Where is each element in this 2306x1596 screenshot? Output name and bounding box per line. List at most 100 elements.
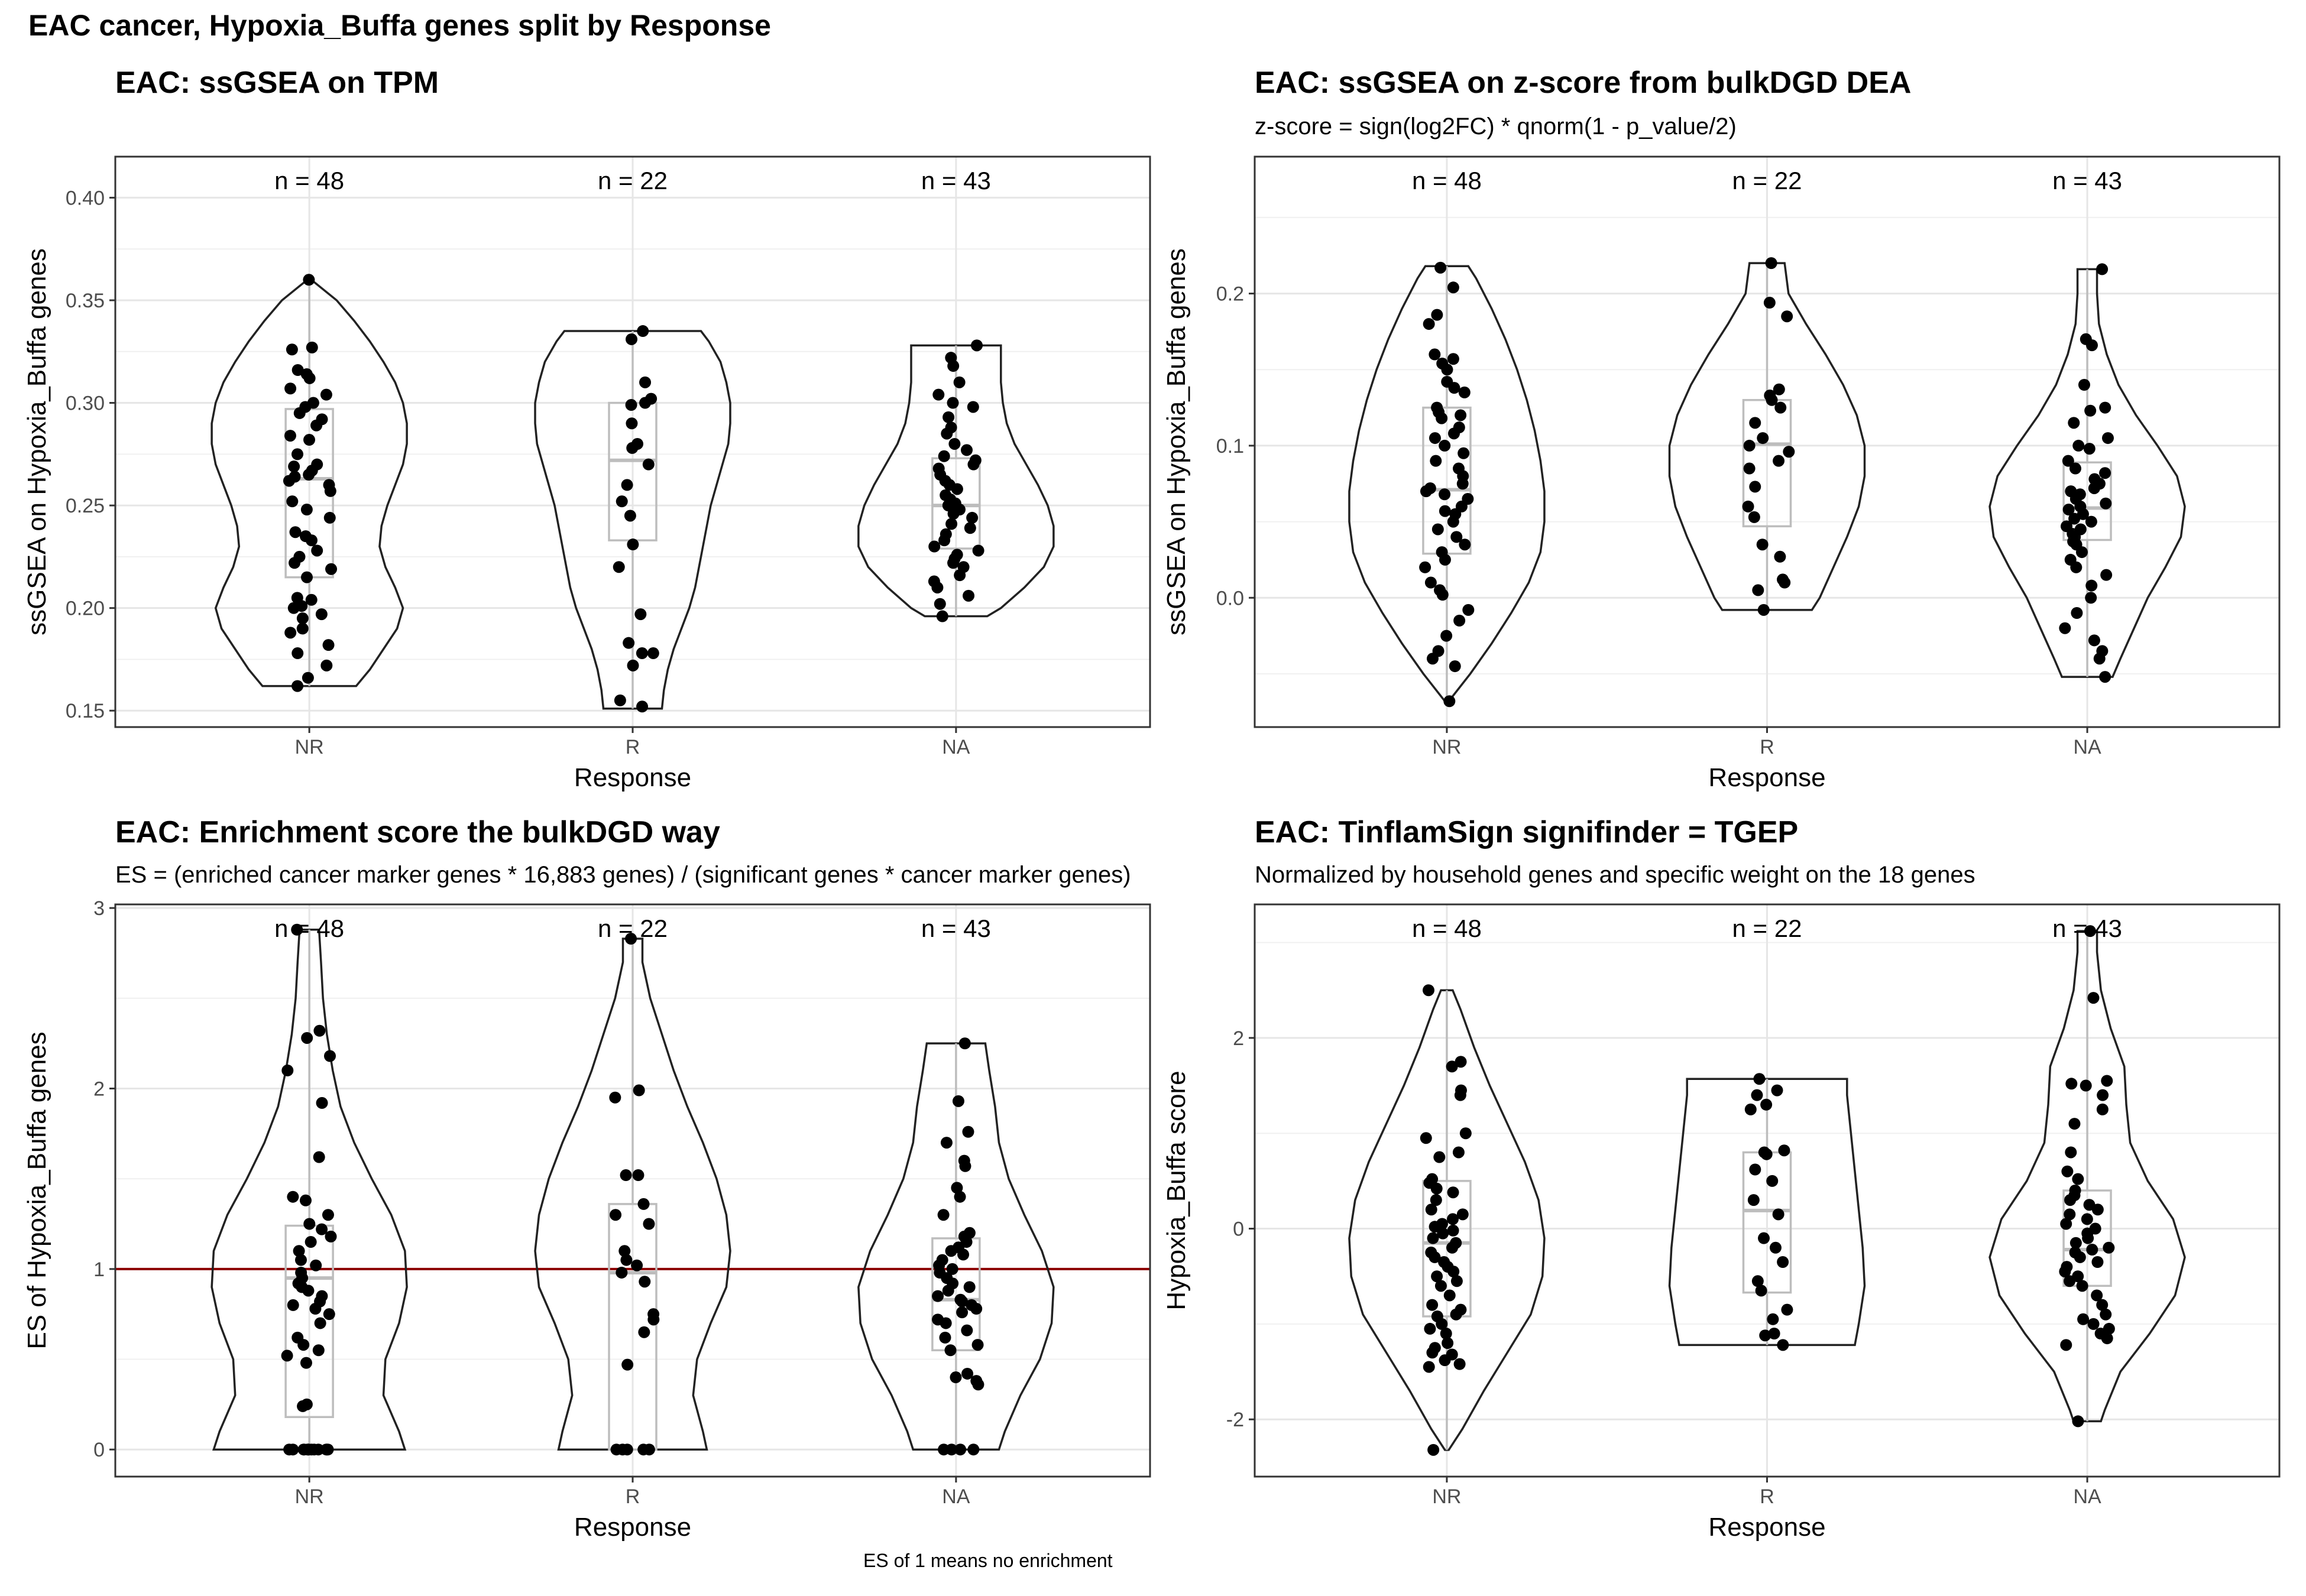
data-point — [311, 544, 323, 557]
data-point — [618, 1245, 631, 1257]
data-point — [957, 1248, 970, 1261]
data-point — [2069, 462, 2081, 475]
data-point — [639, 397, 652, 409]
violin-R — [1668, 262, 1866, 611]
x-tick-label: R — [1760, 736, 1774, 758]
data-point — [302, 1284, 315, 1297]
data-point — [320, 659, 333, 672]
data-point — [1742, 500, 1754, 512]
data-point — [313, 1024, 326, 1037]
data-point — [1447, 1266, 1460, 1278]
data-point — [642, 458, 655, 471]
violin-NR — [1348, 265, 1546, 702]
data-point — [2084, 925, 2096, 938]
data-point — [971, 1339, 984, 1351]
data-point — [1429, 348, 1441, 361]
data-point — [620, 1169, 632, 1182]
data-point — [1427, 1232, 1439, 1244]
data-point — [1434, 261, 1447, 274]
data-point — [643, 1218, 655, 1230]
data-point — [305, 593, 318, 606]
data-point — [305, 534, 318, 547]
data-point — [945, 1443, 958, 1456]
data-point — [2064, 1275, 2076, 1287]
data-point — [2091, 1204, 2104, 1216]
data-point — [1783, 446, 1795, 458]
y-tick-label: 0.1 — [1216, 435, 1244, 458]
data-point — [1439, 553, 1451, 566]
data-point — [320, 1443, 332, 1456]
panel-title-1: EAC: ssGSEA on TPM — [115, 66, 439, 100]
data-point — [1450, 1275, 1463, 1287]
data-point — [322, 639, 335, 651]
data-point — [627, 659, 639, 672]
data-point — [2085, 592, 2097, 604]
data-point — [293, 1245, 305, 1257]
chart-panel-1: 0.15 0.20 0.25 0.30 0.35 0.40 NR R NA Response ssG… — [22, 155, 1151, 792]
data-point — [284, 627, 297, 639]
data-point — [610, 1443, 623, 1456]
data-point — [1749, 481, 1761, 493]
violin-NA — [1988, 930, 2186, 1423]
data-point — [941, 427, 953, 440]
data-point — [1430, 455, 1442, 467]
data-point — [2074, 1251, 2086, 1263]
data-point — [291, 923, 303, 936]
data-point — [2097, 1089, 2109, 1101]
data-point — [1760, 1098, 1773, 1111]
data-point — [1440, 630, 1453, 642]
data-point — [306, 341, 318, 353]
data-point — [637, 325, 649, 338]
data-point — [938, 534, 951, 547]
data-point — [954, 1443, 967, 1456]
n-label: n = 43 — [2052, 167, 2122, 194]
data-point — [966, 511, 979, 524]
data-point — [2099, 401, 2111, 414]
data-point — [950, 1371, 962, 1384]
data-point — [956, 1306, 969, 1319]
data-point — [2100, 1308, 2112, 1321]
data-point — [2068, 417, 2080, 429]
data-point — [284, 430, 296, 442]
data-point — [1781, 310, 1793, 323]
box-NR — [1422, 1180, 1472, 1318]
data-point — [1454, 1089, 1466, 1101]
data-point — [322, 1209, 334, 1221]
y-tick-label: 2 — [93, 1078, 105, 1100]
data-point — [2065, 1078, 2078, 1090]
data-point — [303, 1218, 316, 1230]
data-point — [1441, 364, 1453, 376]
y-axis-title: ssGSEA on Hypoxia_Buffa genes — [1162, 248, 1191, 635]
x-tick-label: NR — [295, 1485, 324, 1508]
data-point — [1743, 462, 1756, 475]
x-axis-title: Response — [1708, 1513, 1825, 1542]
data-point — [2100, 569, 2113, 581]
data-point — [2093, 653, 2106, 665]
data-point — [1779, 576, 1791, 589]
data-point — [946, 1263, 958, 1275]
data-point — [631, 1259, 643, 1271]
data-point — [947, 397, 959, 409]
data-point — [300, 1357, 312, 1369]
data-point — [1439, 488, 1451, 501]
y-tick-label: 0.20 — [66, 598, 105, 620]
data-point — [1777, 1339, 1789, 1351]
data-point — [1422, 984, 1434, 997]
data-point — [1437, 1227, 1449, 1240]
data-point — [1453, 614, 1466, 627]
data-point — [944, 1344, 957, 1357]
data-point — [940, 1317, 952, 1329]
data-point — [947, 557, 960, 569]
data-point — [1755, 1284, 1767, 1297]
data-point — [1446, 1241, 1459, 1254]
data-point — [1447, 281, 1459, 294]
data-point — [932, 388, 945, 401]
data-point — [2064, 1208, 2076, 1221]
data-point — [1440, 1328, 1452, 1339]
data-point — [1744, 1103, 1757, 1115]
data-point — [2059, 1266, 2071, 1278]
data-point — [1459, 1127, 1472, 1140]
data-point — [287, 1299, 299, 1311]
data-point — [310, 419, 323, 432]
n-label: n = 43 — [2052, 914, 2122, 942]
